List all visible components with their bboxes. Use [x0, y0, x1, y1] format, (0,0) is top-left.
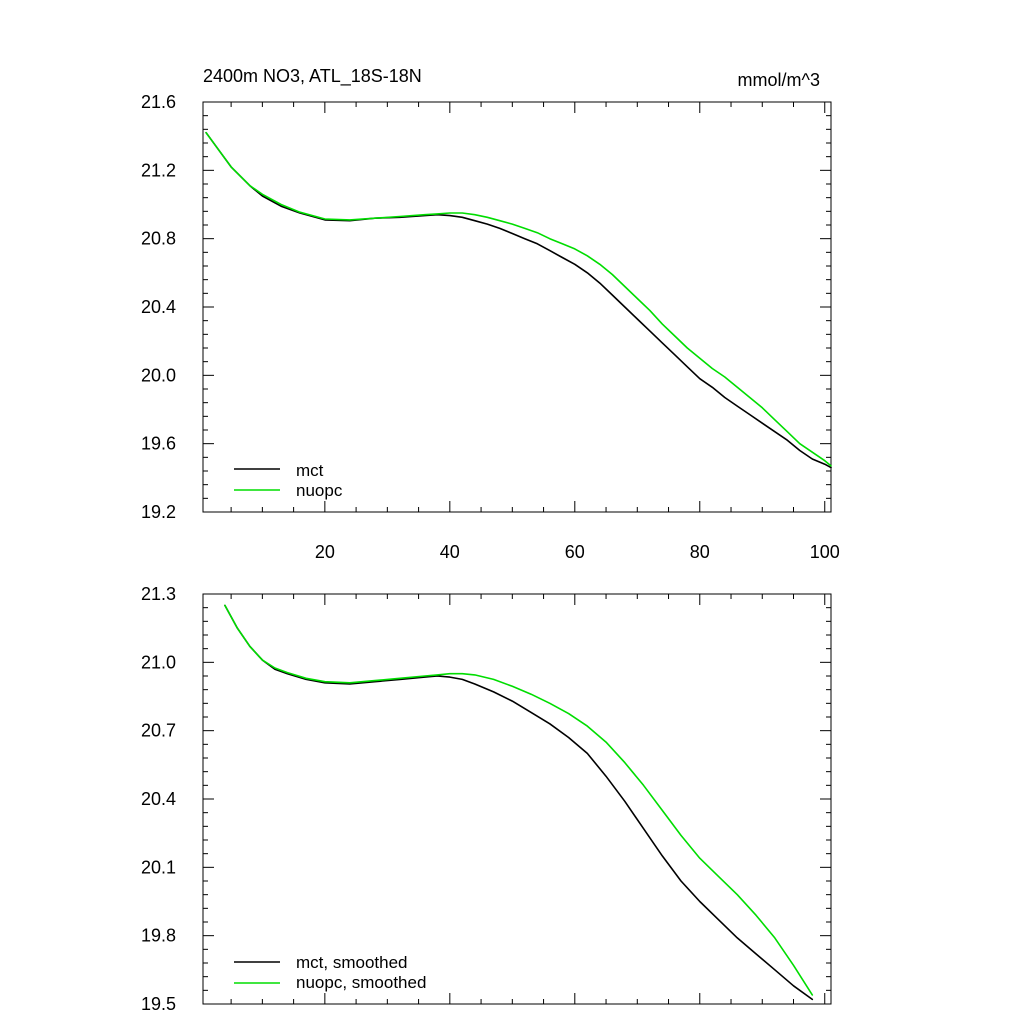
chart-title: 2400m NO3, ATL_18S-18N — [203, 66, 422, 87]
bottom-y-tick-label: 19.5 — [141, 994, 176, 1014]
units-label: mmol/m^3 — [738, 70, 820, 90]
top-x-tick-label: 60 — [565, 542, 585, 562]
bottom-y-tick-label: 20.4 — [141, 789, 176, 809]
plot-frame-bottom — [202, 593, 832, 1005]
top-y-tick-label: 21.2 — [141, 160, 176, 180]
bottom-y-tick-label: 20.7 — [141, 721, 176, 741]
bottom-y-tick-label: 21.3 — [141, 584, 176, 604]
top-y-tick-label: 21.6 — [141, 92, 176, 112]
chart-top: 2400m NO3, ATL_18S-18N mmol/m^3 19.2 19.6… — [141, 66, 840, 562]
top-x-tick-label: 80 — [690, 542, 710, 562]
legend-bottom: mct, smoothed nuopc, smoothed — [234, 953, 426, 992]
legend-top: mct nuopc — [234, 461, 343, 500]
series-layer-top — [205, 131, 832, 469]
legend-label-nuopc: nuopc — [296, 481, 343, 500]
series-line-mct — [205, 131, 832, 469]
series-layer-bottom — [224, 604, 814, 1001]
bottom-y-tick-label: 21.0 — [141, 652, 176, 672]
chart-bottom: 19.5 19.8 20.1 20.4 20.7 21.0 21.3 mct, smooth… — [141, 584, 832, 1014]
legend-label-mct: mct — [296, 461, 324, 480]
bottom-y-tick-label: 20.1 — [141, 857, 176, 877]
series-line-nuopc — [205, 131, 832, 467]
tick-layer-bottom: 19.5 19.8 20.1 20.4 20.7 21.0 21.3 — [141, 584, 831, 1014]
top-y-tick-label: 20.0 — [141, 365, 176, 385]
legend-label-nuopc-smoothed: nuopc, smoothed — [296, 973, 426, 992]
top-x-tick-label: 100 — [810, 542, 840, 562]
top-y-tick-label: 19.2 — [141, 502, 176, 522]
top-y-tick-label: 19.6 — [141, 434, 176, 454]
bottom-y-tick-label: 19.8 — [141, 926, 176, 946]
legend-label-mct-smoothed: mct, smoothed — [296, 953, 408, 972]
series-line-nuopc-smoothed — [224, 604, 814, 996]
top-y-tick-label: 20.8 — [141, 229, 176, 249]
series-line-mct-smoothed — [224, 604, 814, 1001]
top-y-tick-label: 20.4 — [141, 297, 176, 317]
top-x-tick-label: 20 — [315, 542, 335, 562]
top-x-tick-label: 40 — [440, 542, 460, 562]
tick-layer-top: 19.2 19.6 20.0 20.4 20.8 21.2 21.6 20 40 60 80 100 — [141, 92, 840, 562]
plot-frame-top — [202, 101, 832, 513]
